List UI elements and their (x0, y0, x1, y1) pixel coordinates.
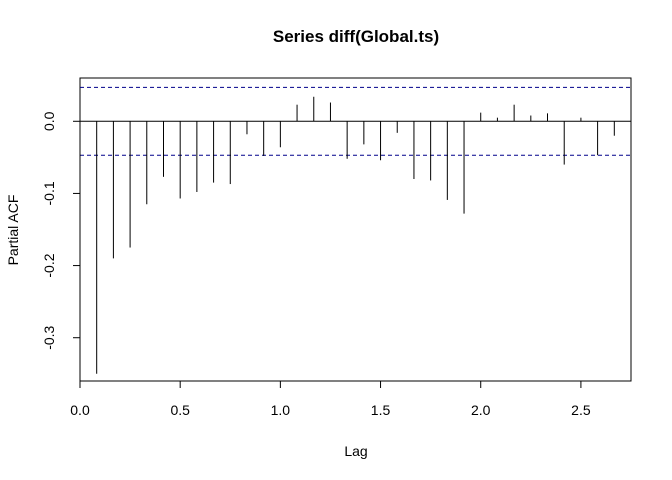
plot-area (79, 77, 632, 382)
y-axis: -0.3 -0.2 -0.1 0.0 (41, 111, 81, 350)
y-tick-label: 0.0 (41, 111, 57, 131)
chart-title: Series diff(Global.ts) (273, 27, 439, 46)
x-axis-label: Lag (344, 443, 367, 459)
x-tick-label: 2.5 (571, 402, 591, 418)
y-tick-label: -0.1 (41, 181, 57, 205)
x-tick-label: 0.5 (170, 402, 190, 418)
plot-frame (79, 77, 632, 382)
x-tick-label: 1.0 (271, 402, 291, 418)
y-tick-label: -0.3 (41, 325, 57, 349)
x-tick-label: 1.5 (371, 402, 391, 418)
x-axis: 0.0 0.5 1.0 1.5 2.0 2.5 (70, 380, 591, 418)
x-tick-label: 2.0 (471, 402, 491, 418)
x-tick-label: 0.0 (70, 402, 90, 418)
y-tick-label: -0.2 (41, 253, 57, 277)
y-axis-label: Partial ACF (5, 195, 21, 266)
